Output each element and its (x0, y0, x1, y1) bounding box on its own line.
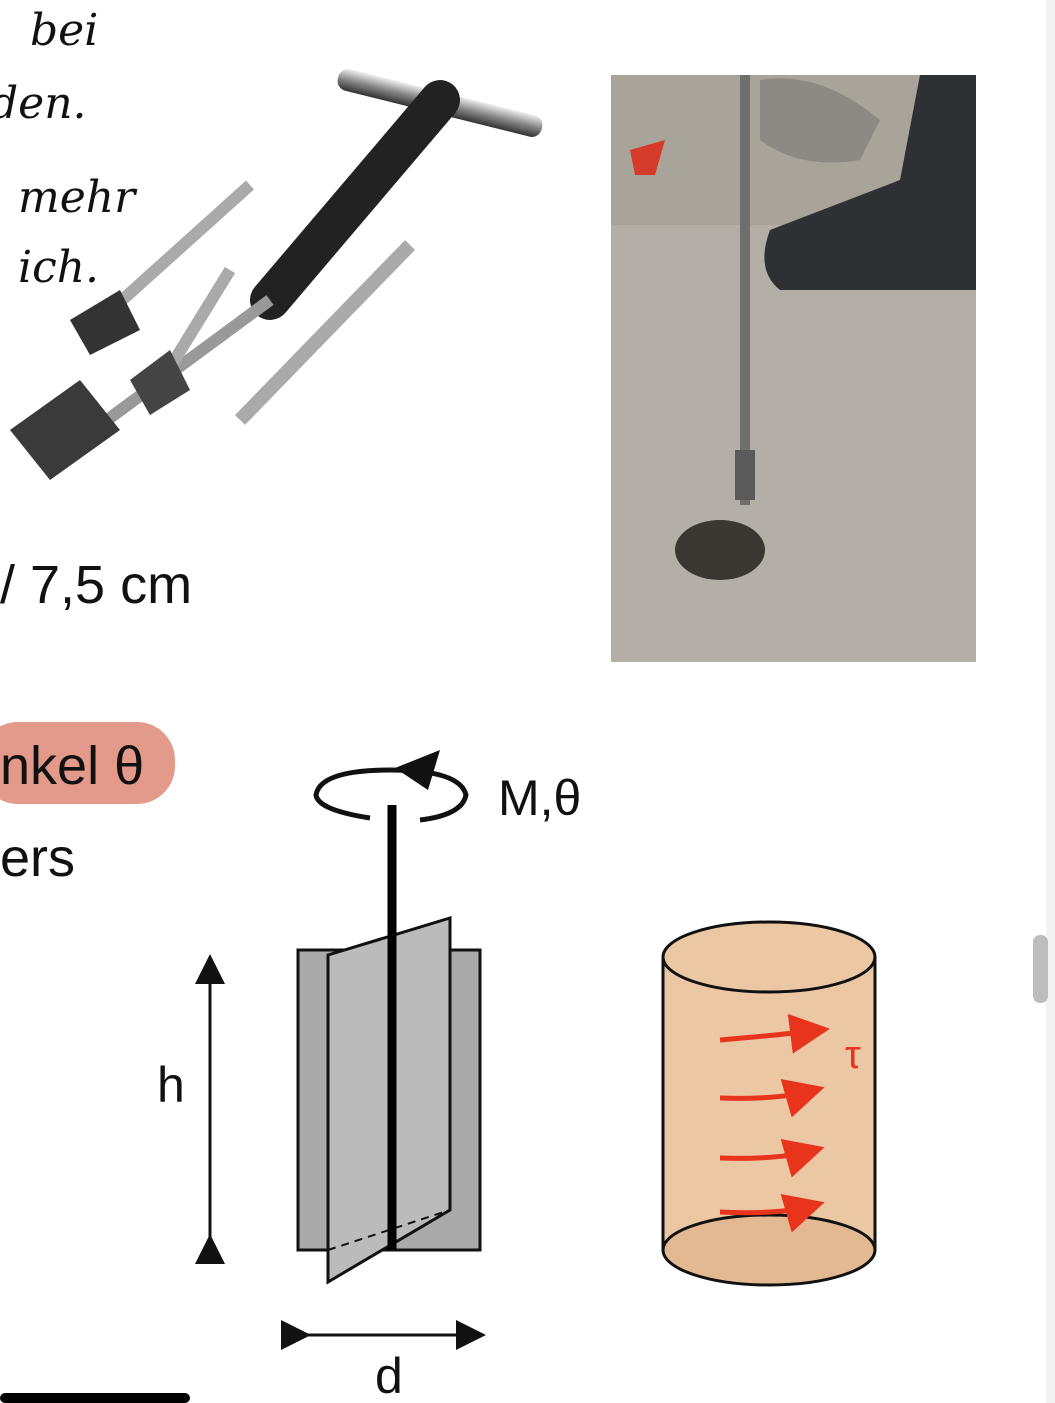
highlight (0, 722, 175, 804)
shear-cylinder (661, 920, 877, 1287)
scrollbar-thumb[interactable] (1033, 935, 1048, 1003)
handwriting: den. (0, 78, 87, 129)
vane-diagram (195, 750, 486, 1350)
handwriting: ich. (18, 242, 99, 293)
diagram-label: M,θ (498, 770, 581, 826)
body-text: / 7,5 cm (0, 555, 192, 615)
scroll-track (1046, 0, 1055, 1403)
diagram-label: τ (845, 1033, 861, 1077)
vane-tool-image (10, 69, 543, 480)
field-photo (611, 75, 976, 662)
body-text: nkel θ (0, 736, 144, 796)
diagram-label: h (157, 1057, 185, 1113)
handwriting: mehr (18, 172, 138, 223)
diagram-label: d (375, 1348, 403, 1403)
body-text: ers (0, 828, 75, 888)
handwriting: bei (30, 5, 98, 56)
home-indicator (0, 1393, 190, 1403)
